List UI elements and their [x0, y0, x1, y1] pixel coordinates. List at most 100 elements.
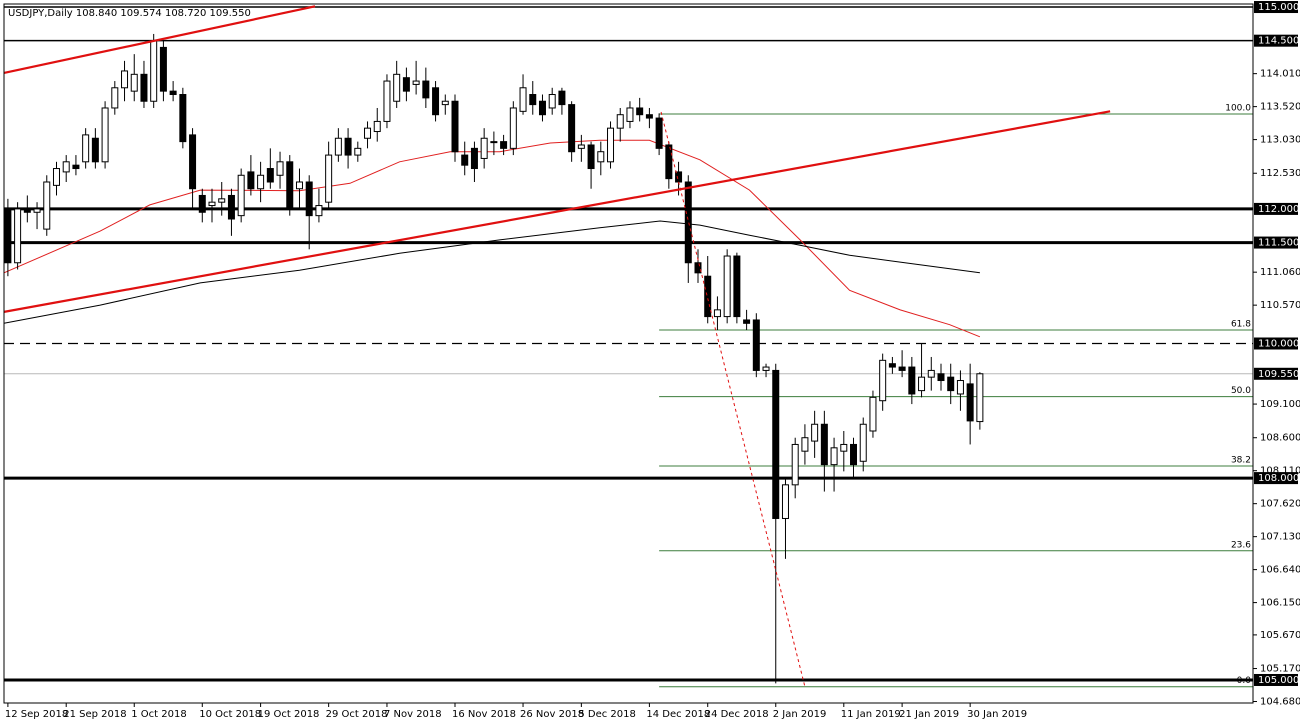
- chart-title: USDJPY,Daily 108.840 109.574 108.720 109…: [8, 8, 251, 19]
- candle-body: [344, 137, 352, 156]
- fib-label: 0.0: [1237, 676, 1252, 686]
- candle-body: [286, 161, 294, 210]
- candle-body: [918, 376, 926, 392]
- x-tick-label: 21 Sep 2018: [63, 709, 126, 720]
- candle-body: [694, 262, 702, 274]
- level-label-box: [1254, 337, 1298, 350]
- candle-body: [383, 80, 391, 122]
- x-tick-label: 16 Nov 2018: [452, 709, 516, 720]
- y-tick-label: 114.010: [1260, 69, 1300, 80]
- candle-body: [208, 201, 216, 207]
- candle-body: [14, 208, 22, 264]
- candle-body: [4, 208, 12, 264]
- y-tick-label: 107.620: [1260, 499, 1300, 510]
- candle-body: [888, 363, 896, 368]
- y-tick-label: 105.170: [1260, 664, 1300, 675]
- candle-body: [743, 319, 751, 324]
- x-tick-label: 7 Nov 2018: [384, 709, 442, 720]
- candle-body: [422, 80, 430, 99]
- candle-body: [52, 168, 60, 186]
- trendline: [3, 5, 316, 75]
- candle-body: [159, 46, 167, 92]
- level-label: 110.000: [1258, 339, 1299, 350]
- candle-body: [801, 437, 809, 452]
- trendline: [660, 111, 806, 687]
- candle-body: [956, 380, 964, 395]
- candle-body: [91, 137, 99, 163]
- candle-body: [334, 137, 342, 156]
- y-tick-label: 107.130: [1260, 532, 1300, 543]
- moving-average: [3, 139, 981, 338]
- candle-body: [762, 366, 770, 371]
- candle-body: [898, 366, 906, 371]
- candle-body: [82, 134, 90, 163]
- y-tick-label: 112.530: [1260, 168, 1300, 179]
- candle-body: [966, 383, 974, 422]
- level-label-box: [1254, 367, 1298, 380]
- candle-body: [179, 94, 187, 143]
- axis-area: [1253, 0, 1300, 727]
- y-tick-label: 113.520: [1260, 102, 1300, 113]
- candle-body: [432, 87, 440, 116]
- candle-body: [879, 359, 887, 402]
- candle-body: [616, 114, 624, 129]
- candle-body: [451, 100, 459, 153]
- candle-body: [781, 484, 789, 519]
- candle-body: [198, 194, 206, 213]
- candle-body: [266, 168, 274, 183]
- candle-body: [947, 376, 955, 392]
- candle-body: [577, 144, 585, 149]
- fib-label: 23.6: [1231, 540, 1251, 550]
- candle-body: [140, 73, 148, 102]
- fib-label: 50.0: [1231, 386, 1251, 396]
- candle-body: [257, 174, 265, 190]
- fib-label: 100.0: [1225, 104, 1251, 114]
- x-tick-label: 5 Dec 2018: [578, 709, 636, 720]
- candle-body: [675, 171, 683, 183]
- x-tick-label: 24 Dec 2018: [705, 709, 769, 720]
- margin: [0, 0, 4, 727]
- candle-body: [121, 70, 129, 89]
- y-tick-label: 109.100: [1260, 399, 1300, 410]
- candle-body: [111, 87, 119, 109]
- moving-average: [3, 220, 980, 324]
- y-tick-label: 110.570: [1260, 300, 1300, 311]
- level-label-box: [1254, 236, 1298, 249]
- candle-body: [402, 77, 410, 92]
- y-tick-label: 108.110: [1260, 466, 1300, 477]
- candle-body: [568, 104, 576, 153]
- candle-body: [461, 154, 469, 166]
- candle-body: [859, 423, 867, 462]
- candle-body: [704, 275, 712, 318]
- x-tick-label: 14 Dec 2018: [646, 709, 710, 720]
- candle-body: [908, 366, 916, 395]
- candle-body: [665, 144, 673, 180]
- candle-body: [354, 147, 362, 156]
- candle-body: [684, 181, 692, 264]
- candle-body: [538, 100, 546, 116]
- candle-body: [723, 255, 731, 318]
- y-tick-label: 104.680: [1260, 697, 1300, 708]
- trendline: [3, 110, 1111, 313]
- candle-body: [470, 147, 478, 170]
- level-label: 115.000: [1258, 2, 1299, 13]
- candle-body: [72, 164, 80, 170]
- fib-label: 38.2: [1231, 455, 1251, 465]
- candle-body: [480, 137, 488, 159]
- x-tick-label: 12 Sep 2018: [5, 709, 68, 720]
- candle-body: [529, 94, 537, 106]
- candle-body: [295, 181, 303, 190]
- candle-body: [548, 94, 556, 109]
- x-tick-label: 2 Jan 2019: [773, 709, 827, 720]
- candle-body: [247, 171, 255, 190]
- candle-body: [150, 40, 158, 102]
- candle-body: [937, 373, 945, 382]
- level-label-box: [1254, 1, 1298, 14]
- candle-body: [645, 114, 653, 119]
- candle-body: [519, 87, 527, 112]
- candle-body: [33, 208, 41, 213]
- candle-body: [850, 443, 858, 466]
- y-tick-label: 111.060: [1260, 267, 1300, 278]
